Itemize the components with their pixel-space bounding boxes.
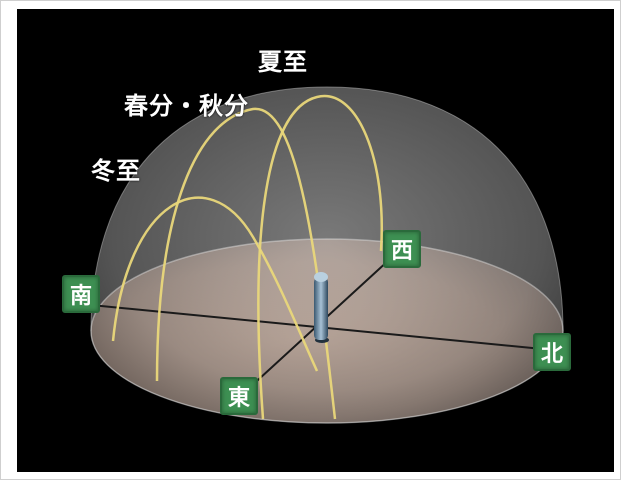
summer-solstice-path [257, 94, 383, 420]
direction-east-sign: 東 [220, 377, 258, 415]
direction-north-sign: 北 [533, 333, 571, 371]
sky-dome [90, 86, 564, 424]
gnomon-pole [314, 277, 328, 340]
direction-west-sign: 西 [383, 230, 421, 268]
gnomon [314, 272, 329, 343]
direction-south-sign: 南 [62, 275, 100, 313]
summer-solstice-label: 夏至 [258, 48, 308, 76]
dome-rim-back [90, 238, 564, 332]
dome-rim-front [90, 330, 564, 424]
winter-solstice-label: 冬至 [91, 157, 141, 185]
diagram-panel: 夏至 春分・秋分 冬至 南 西 北 東 [17, 9, 614, 472]
equinox-label: 春分・秋分 [124, 92, 249, 120]
winter-solstice-path [111, 196, 319, 372]
celestial-dome-diagram [90, 86, 564, 424]
